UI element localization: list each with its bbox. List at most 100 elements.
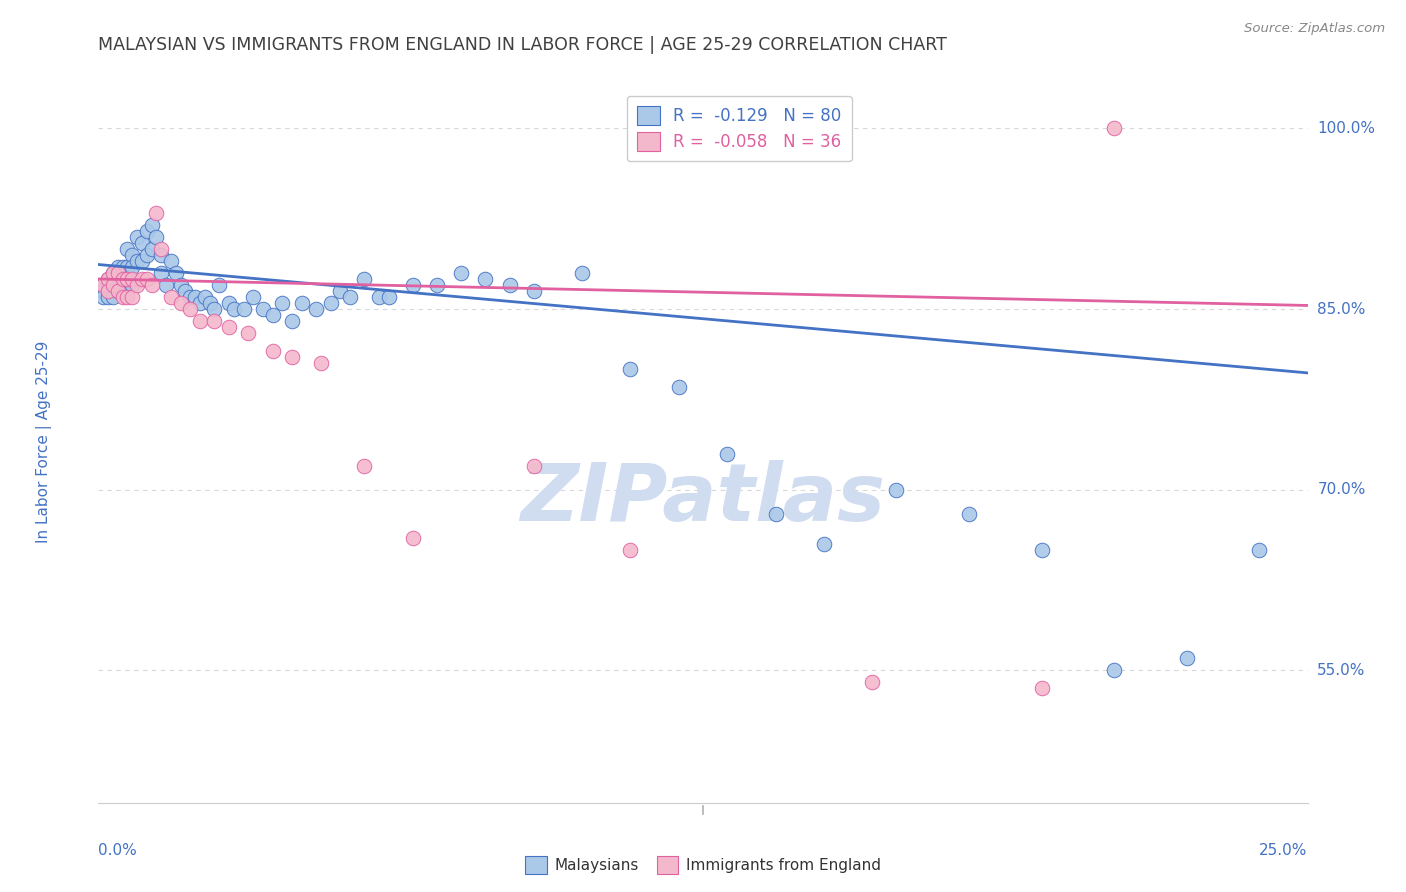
Point bbox=[131, 272, 153, 286]
Point bbox=[141, 218, 163, 232]
Point bbox=[165, 266, 187, 280]
Point bbox=[402, 531, 425, 545]
Point bbox=[353, 458, 375, 473]
Point bbox=[91, 284, 114, 298]
Point bbox=[619, 542, 641, 557]
Text: 55.0%: 55.0% bbox=[1317, 663, 1365, 678]
Point bbox=[111, 260, 134, 274]
Text: MALAYSIAN VS IMMIGRANTS FROM ENGLAND IN LABOR FORCE | AGE 25-29 CORRELATION CHAR: MALAYSIAN VS IMMIGRANTS FROM ENGLAND IN … bbox=[98, 36, 948, 54]
Point bbox=[860, 675, 883, 690]
Point bbox=[204, 314, 226, 328]
Point bbox=[281, 314, 304, 328]
Point bbox=[169, 296, 191, 310]
Point bbox=[101, 278, 124, 293]
Point bbox=[111, 272, 134, 286]
Point bbox=[111, 272, 134, 286]
Point bbox=[765, 507, 787, 521]
Text: In Labor Force | Age 25-29: In Labor Force | Age 25-29 bbox=[37, 341, 52, 542]
Point bbox=[498, 278, 520, 293]
Point bbox=[155, 278, 177, 293]
Point bbox=[523, 458, 546, 473]
Point bbox=[1249, 542, 1271, 557]
Point bbox=[450, 266, 472, 280]
Point bbox=[135, 248, 157, 262]
Point bbox=[1102, 664, 1125, 678]
Point bbox=[141, 242, 163, 256]
Text: 100.0%: 100.0% bbox=[1317, 121, 1375, 136]
Point bbox=[368, 290, 391, 304]
Point bbox=[218, 320, 240, 334]
Point bbox=[309, 356, 332, 370]
Point bbox=[97, 272, 120, 286]
Point bbox=[97, 284, 120, 298]
Point bbox=[111, 284, 134, 298]
Point bbox=[1175, 651, 1198, 665]
Point bbox=[91, 278, 114, 293]
Point bbox=[121, 260, 143, 274]
Point bbox=[101, 278, 124, 293]
Point bbox=[886, 483, 908, 497]
Point bbox=[127, 254, 149, 268]
Point bbox=[242, 290, 264, 304]
Point bbox=[121, 290, 143, 304]
Point bbox=[160, 290, 183, 304]
Text: ZIPatlas: ZIPatlas bbox=[520, 460, 886, 539]
Point bbox=[97, 272, 120, 286]
Point bbox=[97, 284, 120, 298]
Text: 85.0%: 85.0% bbox=[1317, 301, 1365, 317]
Point bbox=[188, 314, 211, 328]
Point bbox=[97, 278, 120, 293]
Point bbox=[117, 242, 139, 256]
Point bbox=[238, 326, 260, 341]
Text: Source: ZipAtlas.com: Source: ZipAtlas.com bbox=[1244, 22, 1385, 36]
Point bbox=[127, 230, 149, 244]
Point bbox=[117, 272, 139, 286]
Point bbox=[319, 296, 342, 310]
Point bbox=[208, 278, 231, 293]
Point bbox=[150, 248, 173, 262]
Point bbox=[150, 242, 173, 256]
Point bbox=[252, 301, 274, 317]
Point bbox=[353, 272, 375, 286]
Point bbox=[121, 278, 143, 293]
Point bbox=[179, 301, 201, 317]
Point bbox=[222, 301, 245, 317]
Point bbox=[135, 272, 157, 286]
Legend: Malaysians, Immigrants from England: Malaysians, Immigrants from England bbox=[519, 850, 887, 880]
Point bbox=[117, 260, 139, 274]
Point bbox=[121, 248, 143, 262]
Point bbox=[101, 272, 124, 286]
Point bbox=[101, 266, 124, 280]
Point bbox=[218, 296, 240, 310]
Point bbox=[204, 301, 226, 317]
Text: 0.0%: 0.0% bbox=[98, 843, 138, 857]
Point bbox=[131, 235, 153, 250]
Point bbox=[813, 537, 835, 551]
Point bbox=[523, 284, 546, 298]
Point bbox=[111, 290, 134, 304]
Point bbox=[262, 344, 284, 359]
Point bbox=[101, 266, 124, 280]
Point bbox=[1031, 542, 1053, 557]
Point bbox=[135, 224, 157, 238]
Point bbox=[339, 290, 361, 304]
Point bbox=[281, 350, 304, 364]
Point bbox=[716, 447, 738, 461]
Point bbox=[619, 362, 641, 376]
Point bbox=[107, 284, 129, 298]
Point bbox=[474, 272, 496, 286]
Point bbox=[160, 254, 183, 268]
Point bbox=[184, 290, 207, 304]
Point bbox=[145, 230, 167, 244]
Point bbox=[107, 260, 129, 274]
Point bbox=[426, 278, 449, 293]
Point bbox=[97, 290, 120, 304]
Point bbox=[91, 290, 114, 304]
Point bbox=[377, 290, 399, 304]
Point bbox=[290, 296, 312, 310]
Point bbox=[145, 205, 167, 219]
Point bbox=[188, 296, 211, 310]
Text: 70.0%: 70.0% bbox=[1317, 483, 1365, 497]
Point bbox=[101, 290, 124, 304]
Point bbox=[305, 301, 328, 317]
